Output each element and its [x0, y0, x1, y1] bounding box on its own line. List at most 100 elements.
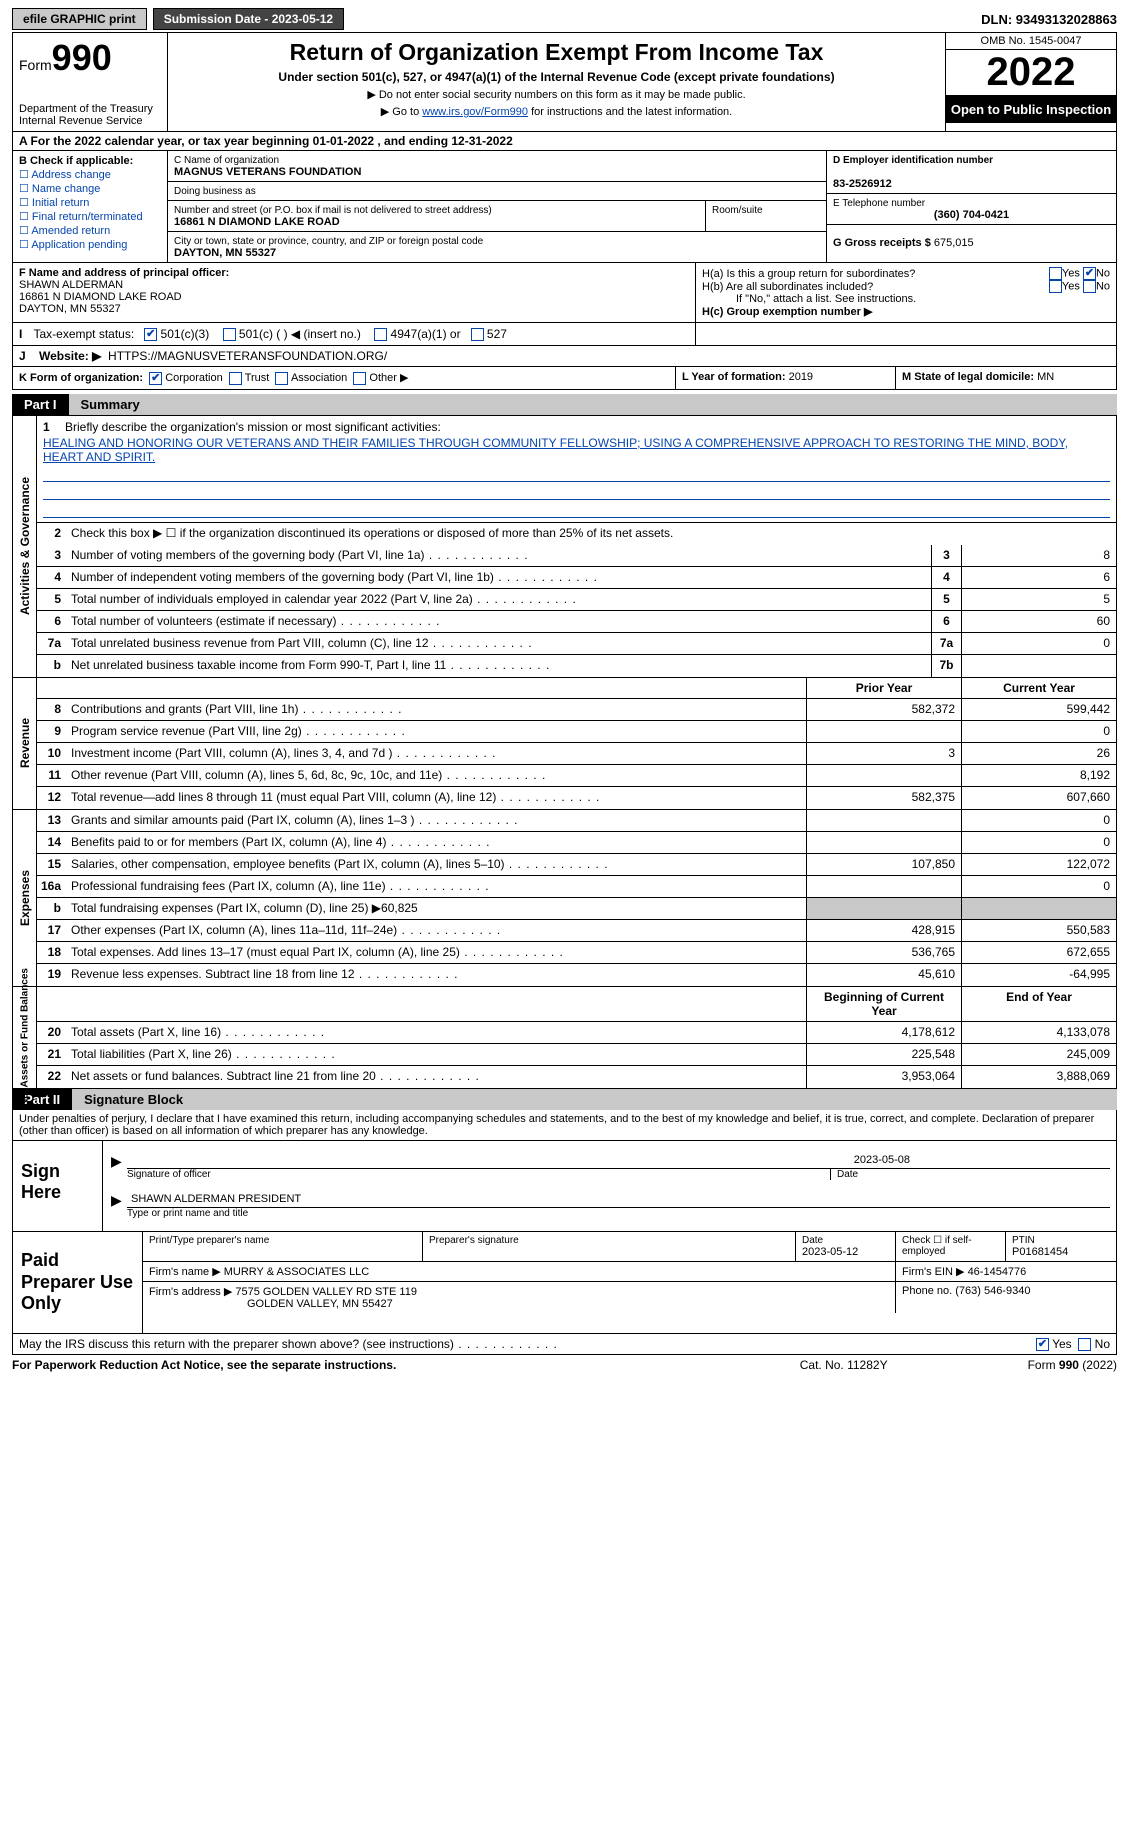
line2: 2 Check this box ▶ ☐ if the organization… — [37, 523, 1116, 545]
section-b-through-g: B Check if applicable: Address change Na… — [12, 151, 1117, 263]
line-val: 6 — [961, 567, 1116, 588]
declaration: Under penalties of perjury, I declare th… — [12, 1110, 1117, 1141]
foot-yesno: Yes No — [1036, 1337, 1110, 1351]
chk-address[interactable]: Address change — [19, 168, 161, 181]
dept: Department of the Treasury — [19, 103, 161, 115]
line-box: 6 — [931, 611, 961, 632]
e-lbl: E Telephone number — [833, 198, 925, 209]
k-other[interactable] — [353, 372, 366, 385]
line-num: 17 — [37, 920, 67, 941]
line-box: 4 — [931, 567, 961, 588]
summary-line: 9 Program service revenue (Part VIII, li… — [37, 721, 1116, 743]
name-line[interactable]: SHAWN ALDERMAN PRESIDENT — [127, 1186, 1110, 1208]
rev-hdr: Prior Year Current Year — [37, 678, 1116, 699]
sign-lbl: Sign Here — [13, 1141, 103, 1231]
sig-line[interactable]: 2023-05-08 — [127, 1147, 1110, 1169]
summary-line: 16a Professional fundraising fees (Part … — [37, 876, 1116, 898]
q1: Briefly describe the organization's miss… — [65, 420, 441, 434]
line-prior — [806, 721, 961, 742]
line-num: 10 — [37, 743, 67, 764]
line-num: 9 — [37, 721, 67, 742]
f-addr2: DAYTON, MN 55327 — [19, 303, 121, 315]
i-501c[interactable] — [223, 328, 236, 341]
efile-btn[interactable]: efile GRAPHIC print — [12, 8, 147, 30]
k-form-org: K Form of organization: Corporation Trus… — [13, 367, 676, 389]
n2: 2 — [37, 523, 67, 545]
ha-no[interactable] — [1083, 267, 1096, 280]
prep-body: Print/Type preparer's name Preparer's si… — [143, 1232, 1116, 1333]
k-trust[interactable] — [229, 372, 242, 385]
d-lbl: D Employer identification number — [833, 155, 993, 166]
date-cap: Date — [830, 1169, 1110, 1180]
line-num: 18 — [37, 942, 67, 963]
chk-name[interactable]: Name change — [19, 182, 161, 195]
i-4947[interactable] — [374, 328, 387, 341]
sign-body: 2023-05-08 Signature of officer Date SHA… — [103, 1141, 1116, 1231]
line-text: Total fundraising expenses (Part IX, col… — [67, 898, 806, 919]
summary-line: 7a Total unrelated business revenue from… — [37, 633, 1116, 655]
chk-initial[interactable]: Initial return — [19, 196, 161, 209]
line-text: Net unrelated business taxable income fr… — [67, 655, 931, 677]
irs: Internal Revenue Service — [19, 115, 161, 127]
submission-btn[interactable]: Submission Date - 2023-05-12 — [153, 8, 344, 30]
f-addr1: 16861 N DIAMOND LAKE ROAD — [19, 291, 182, 303]
c-dba-lbl: Doing business as — [174, 186, 256, 197]
form-no: 990 — [52, 37, 112, 78]
line-box: 7a — [931, 633, 961, 654]
r1c5: PTINP01681454 — [1006, 1232, 1116, 1261]
r1c2: Preparer's signature — [423, 1232, 796, 1261]
foot-text: May the IRS discuss this return with the… — [19, 1337, 558, 1351]
hdr-right: OMB No. 1545-0047 2022 Open to Public In… — [946, 33, 1116, 131]
line-text: Number of voting members of the governin… — [67, 545, 931, 566]
chk-pending[interactable]: Application pending — [19, 238, 161, 251]
line-num: 19 — [37, 964, 67, 986]
topbar: efile GRAPHIC print Submission Date - 20… — [12, 8, 1117, 30]
line-text: Revenue less expenses. Subtract line 18 … — [67, 964, 806, 986]
line-text: Program service revenue (Part VIII, line… — [67, 721, 806, 742]
part2-header: Part II Signature Block — [12, 1089, 1117, 1110]
prior-hdr: Prior Year — [806, 678, 961, 698]
ha-yes[interactable] — [1049, 267, 1062, 280]
line-num: 13 — [37, 810, 67, 831]
omb: OMB No. 1545-0047 — [946, 33, 1116, 50]
rev-sp — [37, 678, 806, 698]
line-curr: 0 — [961, 810, 1116, 831]
part1-name: Summary — [69, 394, 1117, 415]
discuss-yes[interactable] — [1036, 1338, 1049, 1351]
line-prior — [806, 765, 961, 786]
line-prior — [806, 810, 961, 831]
line-prior: 45,610 — [806, 964, 961, 986]
i-501c3[interactable] — [144, 328, 157, 341]
irs-link[interactable]: www.irs.gov/Form990 — [422, 106, 528, 118]
vlabel-net: Net Assets or Fund Balances — [13, 987, 37, 1088]
dln: DLN: 93493132028863 — [981, 12, 1117, 27]
j-lbl: Website: ▶ — [39, 349, 101, 363]
discuss-no[interactable] — [1078, 1338, 1091, 1351]
summary-line: 20 Total assets (Part X, line 16) 4,178,… — [37, 1022, 1116, 1044]
line-curr: 122,072 — [961, 854, 1116, 875]
g-lbl: G Gross receipts $ — [833, 237, 931, 249]
line-prior: 428,915 — [806, 920, 961, 941]
line-prior: 582,372 — [806, 699, 961, 720]
line-text: Other revenue (Part VIII, column (A), li… — [67, 765, 806, 786]
hb-no[interactable] — [1083, 280, 1096, 293]
i-527[interactable] — [471, 328, 484, 341]
k-corp[interactable] — [149, 372, 162, 385]
chk-final[interactable]: Final return/terminated — [19, 210, 161, 223]
line-num: b — [37, 655, 67, 677]
summary-ag: Activities & Governance 1Briefly describ… — [12, 415, 1117, 678]
chk-amended[interactable]: Amended return — [19, 224, 161, 237]
hb-yes[interactable] — [1049, 280, 1062, 293]
i-lbl: Tax-exempt status: — [33, 327, 134, 341]
line-num: 12 — [37, 787, 67, 809]
line-curr: 8,192 — [961, 765, 1116, 786]
summary-line: 10 Investment income (Part VIII, column … — [37, 743, 1116, 765]
line-num: 16a — [37, 876, 67, 897]
signer-name: SHAWN ALDERMAN PRESIDENT — [131, 1193, 301, 1205]
k-assoc[interactable] — [275, 372, 288, 385]
line-text: Total revenue—add lines 8 through 11 (mu… — [67, 787, 806, 809]
foot-row: May the IRS discuss this return with the… — [12, 1334, 1117, 1355]
line-val: 8 — [961, 545, 1116, 566]
line-num: 20 — [37, 1022, 67, 1043]
r1c1: Print/Type preparer's name — [143, 1232, 423, 1261]
